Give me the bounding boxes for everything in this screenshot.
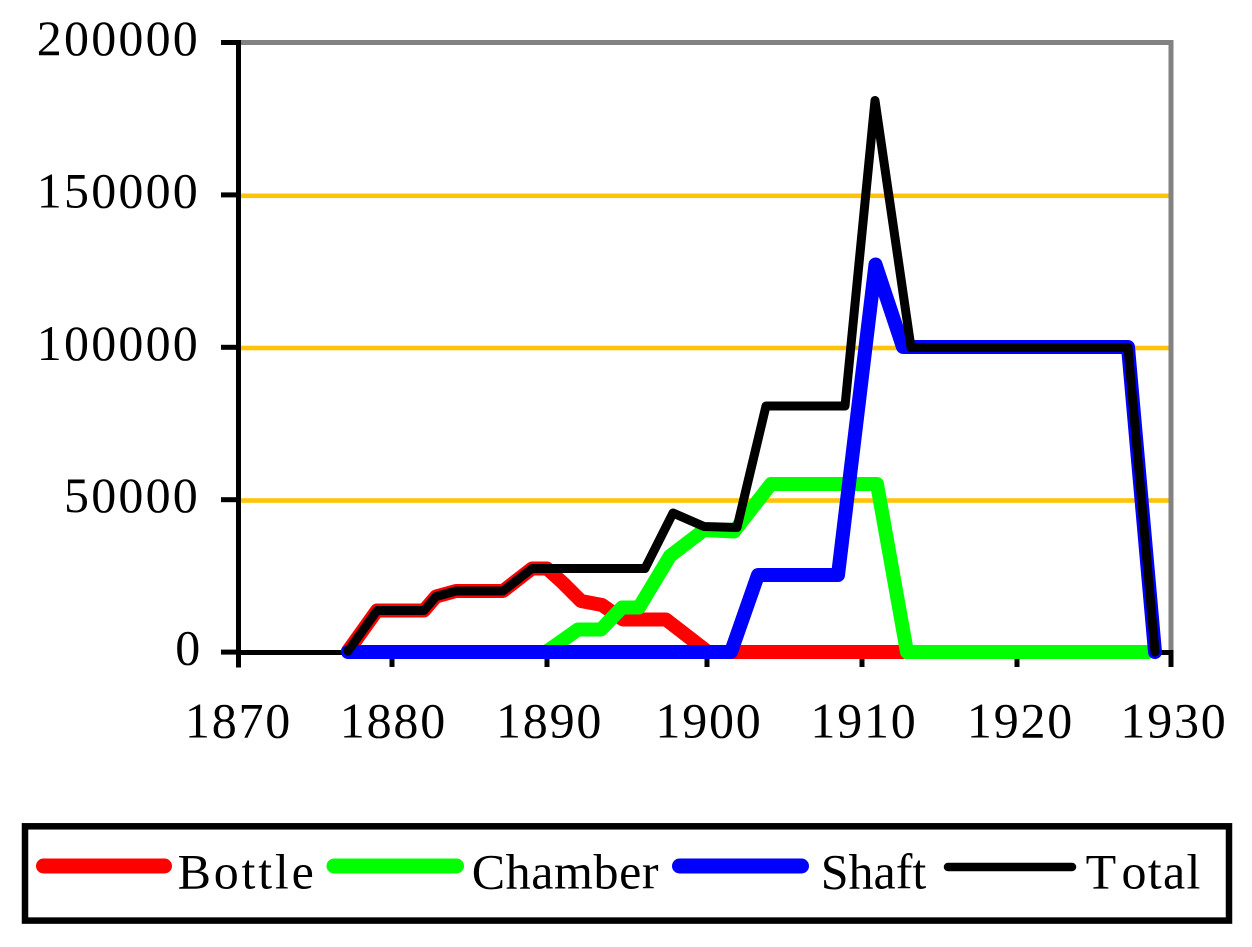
svg-text:50000: 50000 [64,467,200,523]
svg-text:Bottle: Bottle [178,844,317,900]
svg-text:1920: 1920 [967,693,1074,749]
svg-text:Shaft: Shaft [821,844,927,900]
svg-text:1890: 1890 [496,693,603,749]
svg-text:1930: 1930 [1120,693,1227,749]
svg-text:1900: 1900 [655,693,762,749]
svg-text:200000: 200000 [37,10,200,66]
svg-text:1870: 1870 [185,693,292,749]
svg-text:150000: 150000 [37,162,200,218]
svg-text:100000: 100000 [37,315,200,371]
svg-text:otal: otal [1122,844,1202,900]
svg-text:T: T [1086,844,1117,900]
svg-text:Chamber: Chamber [472,844,659,900]
svg-text:1910: 1910 [810,693,917,749]
svg-text:1880: 1880 [340,693,447,749]
svg-text:0: 0 [175,620,202,676]
